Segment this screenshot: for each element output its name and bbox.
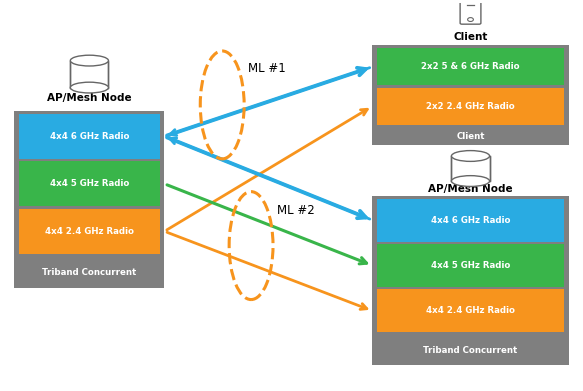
Text: 2x2 2.4 GHz Radio: 2x2 2.4 GHz Radio (426, 102, 515, 111)
Text: Triband Concurrent: Triband Concurrent (43, 268, 136, 277)
Text: 4x4 5 GHz Radio: 4x4 5 GHz Radio (50, 179, 129, 188)
Ellipse shape (71, 55, 108, 66)
Bar (377, 48, 564, 85)
Bar (373, 196, 568, 365)
Bar (377, 289, 564, 332)
Text: Client: Client (454, 32, 488, 42)
Text: 2x2 5 & 6 GHz Radio: 2x2 5 & 6 GHz Radio (421, 62, 520, 71)
Text: ML #2: ML #2 (277, 204, 315, 217)
Ellipse shape (451, 151, 490, 161)
Bar (451, 156, 490, 181)
Bar (377, 199, 564, 242)
Bar (71, 61, 108, 88)
Text: 4x4 6 GHz Radio: 4x4 6 GHz Radio (431, 215, 510, 224)
Bar (19, 209, 160, 254)
Text: 4x4 5 GHz Radio: 4x4 5 GHz Radio (431, 261, 510, 270)
Text: AP/Mesh Node: AP/Mesh Node (47, 93, 132, 103)
Bar (377, 88, 564, 125)
Text: Triband Concurrent: Triband Concurrent (423, 346, 518, 355)
Text: 4x4 2.4 GHz Radio: 4x4 2.4 GHz Radio (426, 306, 515, 315)
Ellipse shape (71, 82, 108, 93)
FancyBboxPatch shape (460, 1, 481, 24)
Ellipse shape (451, 176, 490, 187)
Text: 4x4 2.4 GHz Radio: 4x4 2.4 GHz Radio (45, 227, 134, 236)
Text: 4x4 6 GHz Radio: 4x4 6 GHz Radio (50, 132, 129, 141)
Text: Client: Client (456, 132, 484, 141)
Text: ML #1: ML #1 (248, 62, 286, 75)
Bar (19, 114, 160, 159)
Text: AP/Mesh Node: AP/Mesh Node (428, 184, 513, 194)
Bar (377, 244, 564, 287)
Bar (19, 161, 160, 206)
Bar (373, 45, 568, 145)
Bar (15, 111, 164, 288)
